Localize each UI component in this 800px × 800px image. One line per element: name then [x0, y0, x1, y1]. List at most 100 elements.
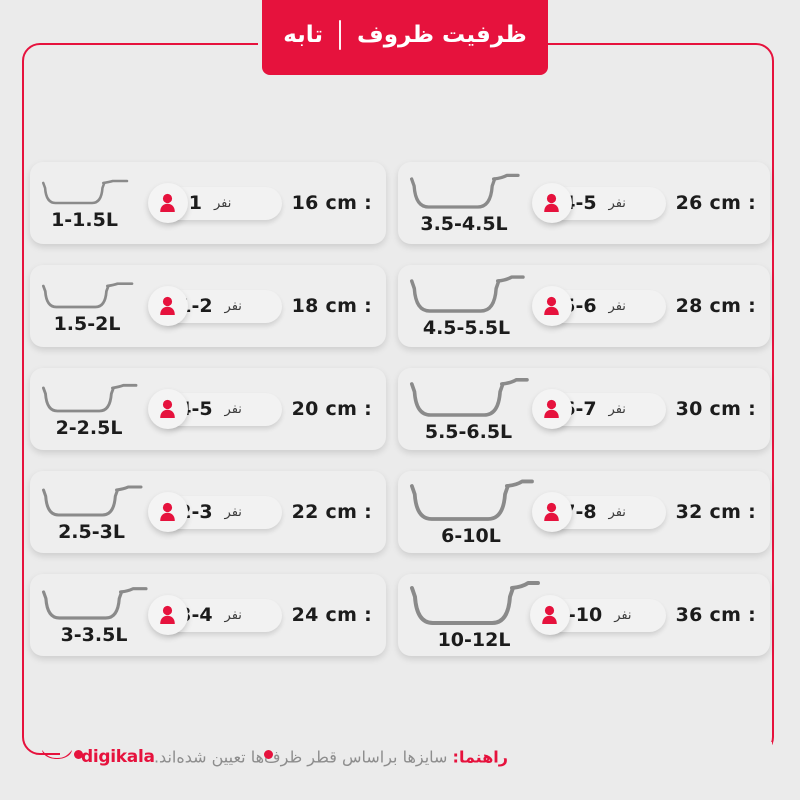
- people-pill-wrap: نفر 2-3: [147, 492, 282, 532]
- person-badge: [147, 389, 188, 429]
- size-label: 24 cm :: [291, 604, 372, 626]
- capacity-card[interactable]: 24 cm : نفر 3-4 3-3.5L: [30, 574, 386, 656]
- people-count: 1: [188, 192, 202, 214]
- size-label: 16 cm :: [291, 192, 372, 214]
- person-icon: [160, 399, 175, 418]
- pan-illustration: 5.5-6.5L: [408, 368, 529, 450]
- pan-illustration: 3-3.5L: [40, 574, 148, 656]
- person-badge: [147, 492, 188, 532]
- person-badge: [529, 595, 570, 635]
- people-pill-wrap: نفر 8-10: [529, 595, 666, 635]
- people-pill-wrap: نفر 4-5: [147, 389, 282, 429]
- size-label: 20 cm :: [291, 398, 372, 420]
- pan-icon: [42, 281, 134, 308]
- volume-label: 3.5-4.5L: [420, 213, 508, 235]
- size-label: 28 cm :: [675, 295, 756, 317]
- size-label: 22 cm :: [291, 501, 372, 523]
- page-title: ظرفیت ظروف: [357, 21, 527, 48]
- pan-illustration: 6-10L: [408, 471, 534, 553]
- person-badge: [531, 286, 572, 326]
- pan-icon: [42, 587, 148, 620]
- volume-label: 10-12L: [437, 628, 511, 651]
- people-pill-wrap: نفر 1-2: [147, 286, 282, 326]
- guide-note-value: سایزها براساس قطر ظرف‌ها تعیین شده‌اند.: [153, 747, 448, 767]
- capacity-card[interactable]: 18 cm : نفر 1-2 1.5-2L: [30, 265, 386, 347]
- frame-endpoint-dot-left: [74, 750, 83, 759]
- people-unit-label: نفر: [608, 504, 626, 520]
- capacity-grid: 16 cm : نفر 1 1-1.5L 18 cm : نفر 1-2 1.5-2L 20…: [30, 162, 770, 656]
- size-label: 18 cm :: [291, 295, 372, 317]
- pan-icon: [410, 275, 525, 313]
- volume-label: 6-10L: [441, 524, 501, 547]
- people-unit-label: نفر: [224, 607, 242, 623]
- person-badge: [531, 389, 572, 429]
- people-pill-wrap: نفر 6-7: [531, 389, 666, 429]
- size-label: 36 cm :: [675, 604, 756, 626]
- people-unit-label: نفر: [224, 298, 242, 314]
- people-unit-label: نفر: [224, 401, 242, 417]
- volume-label: 2-2.5L: [55, 416, 123, 439]
- header-badge: ظرفیت ظروف تابه: [262, 0, 548, 75]
- pan-illustration: 1.5-2L: [40, 265, 134, 347]
- pan-icon: [410, 479, 534, 521]
- person-icon: [542, 605, 557, 624]
- volume-label: 2.5-3L: [58, 520, 125, 543]
- people-pill-wrap: نفر 3-4: [147, 595, 282, 635]
- person-badge: [147, 595, 188, 635]
- size-label: 30 cm :: [675, 398, 756, 420]
- pan-illustration: 3.5-4.5L: [408, 162, 520, 244]
- capacity-card[interactable]: 20 cm : نفر 4-5 2-2.5L: [30, 368, 386, 450]
- digikala-wordmark: digikala: [81, 747, 155, 767]
- pan-icon: [42, 179, 129, 205]
- digikala-logo: digikala: [40, 747, 155, 767]
- people-unit-label: نفر: [214, 195, 232, 211]
- pan-illustration: 2-2.5L: [40, 368, 138, 450]
- pan-icon: [42, 383, 138, 412]
- pan-icon: [410, 173, 520, 209]
- people-pill-wrap: نفر 5-6: [531, 286, 666, 326]
- column-left: 16 cm : نفر 1 1-1.5L 18 cm : نفر 1-2 1.5-2L 20…: [30, 162, 386, 656]
- person-icon: [160, 193, 175, 212]
- volume-label: 4.5-5.5L: [422, 317, 511, 339]
- size-label: 26 cm :: [675, 192, 756, 214]
- people-unit-label: نفر: [224, 504, 242, 520]
- pan-icon: [410, 580, 540, 625]
- person-badge: [531, 492, 572, 532]
- volume-label: 1.5-2L: [53, 312, 121, 335]
- pan-icon: [410, 377, 529, 417]
- capacity-card[interactable]: 26 cm : نفر 4-5 3.5-4.5L: [398, 162, 770, 244]
- capacity-card[interactable]: 16 cm : نفر 1 1-1.5L: [30, 162, 386, 244]
- people-unit-label: نفر: [608, 298, 626, 314]
- title-separator: [339, 19, 342, 50]
- pan-illustration: 1-1.5L: [40, 162, 129, 244]
- person-icon: [544, 193, 559, 212]
- pan-illustration: 10-12L: [408, 574, 540, 656]
- volume-label: 3-3.5L: [60, 624, 128, 646]
- capacity-card[interactable]: 22 cm : نفر 2-3 2.5-3L: [30, 471, 386, 553]
- volume-label: 1-1.5L: [51, 209, 118, 231]
- people-pill-wrap: نفر 7-8: [531, 492, 666, 532]
- capacity-card[interactable]: 30 cm : نفر 6-7 5.5-6.5L: [398, 368, 770, 450]
- frame-bottom-gap: [60, 742, 772, 768]
- capacity-card[interactable]: 32 cm : نفر 7-8 6-10L: [398, 471, 770, 553]
- person-icon: [160, 296, 175, 315]
- people-unit-label: نفر: [614, 607, 632, 623]
- guide-note-key: راهنما:: [452, 747, 508, 767]
- page-subtitle: تابه: [283, 21, 324, 48]
- capacity-card[interactable]: 36 cm : نفر 8-10 10-12L: [398, 574, 770, 656]
- people-unit-label: نفر: [608, 401, 626, 417]
- footer: راهنما: سایزها براساس قطر ظرف‌ها تعیین ش…: [0, 733, 800, 781]
- person-badge: [147, 183, 188, 223]
- people-pill: نفر 1: [156, 186, 282, 220]
- column-right: 26 cm : نفر 4-5 3.5-4.5L 28 cm : نفر 5-6 4.5-…: [398, 162, 770, 656]
- frame-endpoint-dot-right: [264, 750, 273, 759]
- pan-illustration: 4.5-5.5L: [408, 265, 525, 347]
- person-icon: [160, 502, 175, 521]
- people-unit-label: نفر: [608, 195, 626, 211]
- people-pill-wrap: نفر 1: [147, 183, 282, 223]
- person-icon: [160, 605, 175, 624]
- capacity-card[interactable]: 28 cm : نفر 5-6 4.5-5.5L: [398, 265, 770, 347]
- person-badge: [147, 286, 188, 326]
- person-icon: [544, 296, 559, 315]
